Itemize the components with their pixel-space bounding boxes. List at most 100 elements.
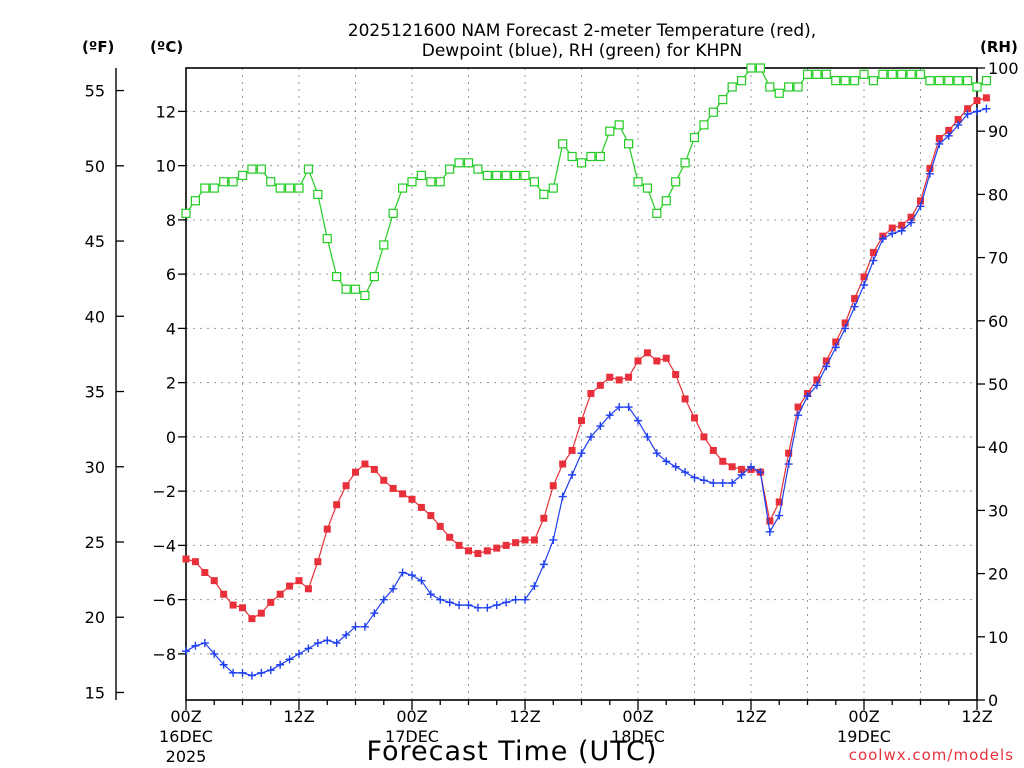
rh-point <box>944 76 954 86</box>
dewpoint-point <box>473 603 482 612</box>
temperature-point <box>625 373 633 381</box>
temperature-point <box>606 373 614 381</box>
dewpoint-point <box>549 535 558 544</box>
dewpoint-point <box>907 218 916 227</box>
rh-tick-label: 40 <box>988 438 1008 457</box>
dewpoint-point <box>812 381 821 390</box>
dewpoint-point <box>483 603 492 612</box>
fahrenheit-tick-label: 25 <box>85 533 105 552</box>
dewpoint-point <box>709 479 718 488</box>
dewpoint-point <box>699 476 708 485</box>
temperature-point <box>295 577 303 585</box>
x-tick-label: 12Z <box>283 707 314 726</box>
temperature-point <box>220 590 228 598</box>
dewpoint-series <box>182 104 991 680</box>
rh-point <box>802 69 813 79</box>
rh-point <box>840 76 850 86</box>
rh-point <box>953 76 963 86</box>
temperature-point <box>662 354 670 362</box>
dewpoint-point <box>973 107 981 116</box>
rh-point <box>736 76 747 86</box>
temperature-point <box>964 105 972 113</box>
fahrenheit-tick-label: 45 <box>85 232 105 251</box>
temperature-point <box>512 539 520 547</box>
dewpoint-point <box>389 584 398 593</box>
dewpoint-point <box>455 601 464 610</box>
dewpoint-point <box>332 639 341 648</box>
rh-point <box>699 120 709 130</box>
chart-title-line2: Dewpoint (blue), RH (green) for KHPN <box>422 41 742 61</box>
rh-series <box>181 63 992 301</box>
temperature-point <box>851 295 859 303</box>
rh-point <box>445 164 455 174</box>
temperature-point <box>399 490 407 498</box>
temperature-point <box>267 598 275 606</box>
rh-point <box>614 120 624 130</box>
rh-tick-label: 50 <box>988 375 1008 394</box>
dewpoint-point <box>615 403 624 412</box>
rh-point <box>727 82 737 92</box>
temperature-point <box>832 338 840 346</box>
x-tick-label: 00Z <box>622 707 653 726</box>
dewpoint-point <box>831 343 840 352</box>
celsius-tick-label: −6 <box>152 591 176 610</box>
dewpoint-point <box>342 630 351 639</box>
celsius-tick-label: 2 <box>166 374 176 393</box>
x-date-label: 19DEC <box>837 727 891 746</box>
rh-point <box>473 164 483 174</box>
dewpoint-point <box>295 649 303 658</box>
dewpoint-point <box>370 609 379 618</box>
rh-point <box>981 76 992 86</box>
dewpoint-point <box>841 324 850 333</box>
temperature-point <box>427 512 435 520</box>
rh-point <box>784 82 794 92</box>
rh-point <box>426 177 436 187</box>
rh-point <box>671 177 681 187</box>
temperature-series <box>182 94 990 623</box>
rh-point <box>200 183 210 193</box>
temperature-point <box>634 357 642 365</box>
celsius-tick-label: 4 <box>166 319 176 338</box>
rh-point <box>501 170 511 181</box>
temperature-point <box>709 446 717 454</box>
rh-tick-label: 70 <box>988 249 1008 268</box>
rh-point <box>897 69 907 79</box>
dewpoint-point <box>219 660 228 669</box>
dewpoint-point <box>323 636 332 645</box>
temperature-point <box>775 498 783 506</box>
dewpoint-point <box>690 473 699 482</box>
dewpoint-point <box>408 571 416 580</box>
temperature-point <box>333 501 341 509</box>
rh-point <box>915 69 926 79</box>
dewpoint-point <box>511 595 520 604</box>
rh-point <box>548 183 558 193</box>
fahrenheit-axis-ticks: 15 20 25 30 35 40 45 50 55 <box>85 82 124 702</box>
rh-point <box>313 189 323 199</box>
dewpoint-point <box>803 392 812 401</box>
temperature-point <box>408 495 416 503</box>
temperature-point <box>361 460 369 468</box>
dewpoint-point <box>379 595 388 604</box>
temperature-point <box>973 97 981 105</box>
temperature-point <box>549 482 557 490</box>
rh-point <box>520 170 530 181</box>
dewpoint-point <box>464 601 473 610</box>
rh-point <box>388 208 398 218</box>
dewpoint-point <box>558 492 567 501</box>
dewpoint-point <box>860 280 868 289</box>
dewpoint-point <box>445 598 454 607</box>
temperature-point <box>436 522 444 530</box>
rh-point <box>256 164 266 174</box>
celsius-tick-label: 0 <box>166 428 176 447</box>
temperature-point <box>907 213 915 221</box>
dewpoint-point <box>200 639 209 648</box>
dewpoint-point <box>671 462 680 471</box>
temperature-point <box>559 460 567 468</box>
rh-point <box>407 177 417 187</box>
temperature-point <box>201 569 209 577</box>
rh-line <box>185 67 987 297</box>
temperature-point <box>257 609 265 617</box>
rh-point <box>718 94 728 105</box>
